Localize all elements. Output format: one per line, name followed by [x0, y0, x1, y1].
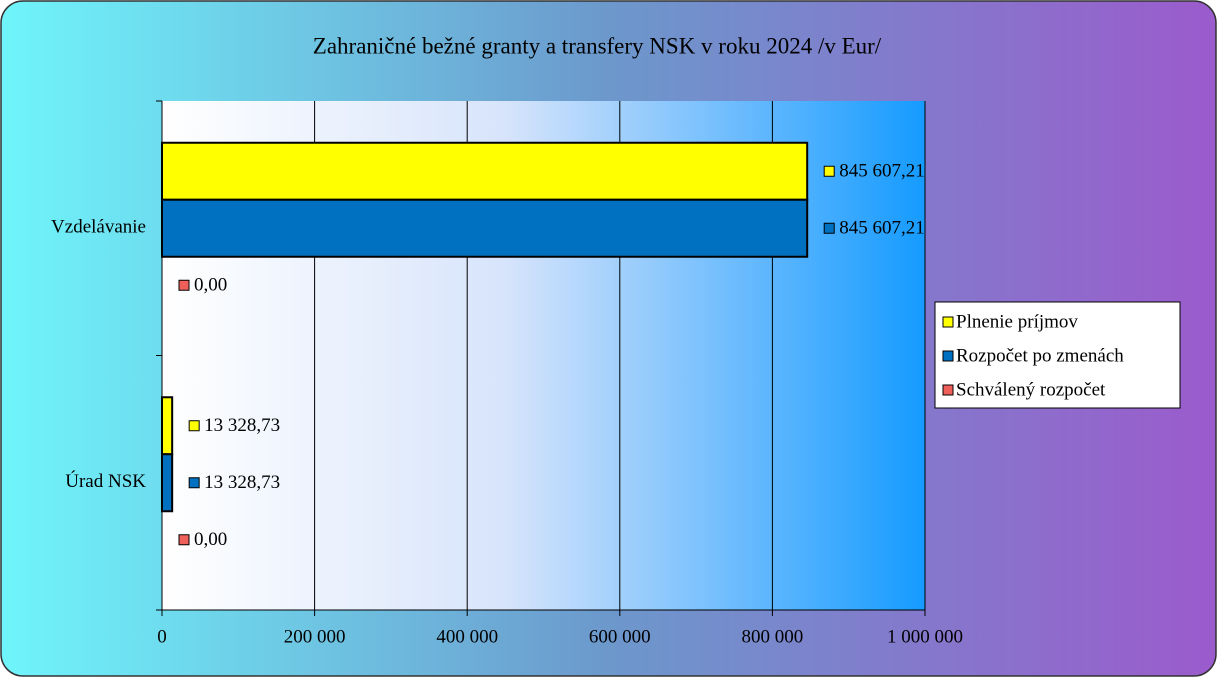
legend-label: Plnenie príjmov: [956, 311, 1078, 332]
value-label: 0,00: [194, 529, 227, 550]
value-label: 845 607,21: [839, 218, 925, 239]
legend-marker: [942, 384, 954, 396]
legend-marker: [942, 316, 954, 328]
label-marker: [178, 279, 190, 291]
x-tick-label: 200 000: [284, 626, 346, 647]
value-label: 845 607,21: [839, 161, 925, 182]
y-tick-label: Úrad NSK: [65, 470, 146, 492]
y-tick-label: Vzdelávanie: [51, 217, 146, 238]
x-tick-label: 600 000: [589, 626, 651, 647]
chart-title: Zahraničné bežné granty a transfery NSK …: [313, 33, 882, 58]
legend-label: Rozpočet po zmenách: [956, 345, 1124, 366]
value-label: 13 328,73: [204, 472, 280, 493]
x-tick-label: 0: [157, 626, 167, 647]
label-marker: [178, 534, 190, 546]
label-marker: [823, 165, 835, 177]
value-label: 0,00: [194, 275, 227, 296]
bar: [161, 396, 174, 456]
label-marker: [188, 420, 200, 432]
legend-marker: [942, 350, 954, 362]
legend-label: Schválený rozpočet: [956, 379, 1106, 400]
legend: [934, 301, 1181, 409]
bar: [161, 453, 174, 513]
x-tick-label: 800 000: [742, 626, 804, 647]
bar: [161, 141, 809, 201]
x-tick-label: 1 000 000: [887, 626, 963, 647]
label-marker: [823, 222, 835, 234]
x-tick-label: 400 000: [436, 626, 498, 647]
label-marker: [188, 477, 200, 489]
bar: [161, 198, 809, 258]
value-label: 13 328,73: [204, 415, 280, 436]
